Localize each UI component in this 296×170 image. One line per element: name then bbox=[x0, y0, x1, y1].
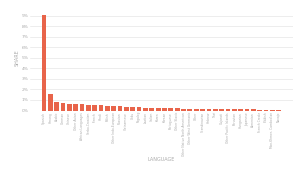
Bar bbox=[187, 109, 192, 110]
Bar bbox=[54, 101, 59, 110]
Bar bbox=[238, 109, 243, 110]
Bar bbox=[73, 104, 78, 110]
Bar bbox=[276, 110, 281, 111]
Bar bbox=[226, 109, 230, 110]
Bar bbox=[92, 105, 97, 110]
Bar bbox=[207, 109, 211, 110]
Bar bbox=[149, 108, 154, 110]
Bar bbox=[131, 107, 135, 110]
Bar bbox=[111, 106, 116, 110]
Bar bbox=[168, 108, 173, 111]
Bar bbox=[251, 109, 256, 110]
X-axis label: LANGUAGE: LANGUAGE bbox=[148, 157, 175, 162]
Bar bbox=[194, 109, 199, 110]
Bar bbox=[181, 109, 186, 110]
Bar bbox=[105, 106, 110, 110]
Bar bbox=[156, 108, 160, 110]
Bar bbox=[200, 109, 205, 110]
Bar bbox=[48, 94, 53, 110]
Bar bbox=[86, 105, 91, 110]
Bar bbox=[244, 109, 249, 110]
Bar bbox=[175, 108, 180, 111]
Bar bbox=[41, 15, 46, 111]
Bar bbox=[219, 109, 224, 110]
Bar bbox=[118, 106, 123, 110]
Bar bbox=[99, 105, 103, 111]
Bar bbox=[80, 104, 84, 110]
Bar bbox=[143, 108, 148, 110]
Bar bbox=[232, 109, 237, 110]
Y-axis label: SHARE: SHARE bbox=[15, 49, 20, 66]
Bar bbox=[257, 109, 262, 110]
Bar bbox=[67, 104, 72, 111]
Bar bbox=[137, 107, 141, 110]
Bar bbox=[162, 108, 167, 110]
Bar bbox=[61, 103, 65, 110]
Bar bbox=[213, 109, 218, 110]
Bar bbox=[124, 107, 129, 111]
